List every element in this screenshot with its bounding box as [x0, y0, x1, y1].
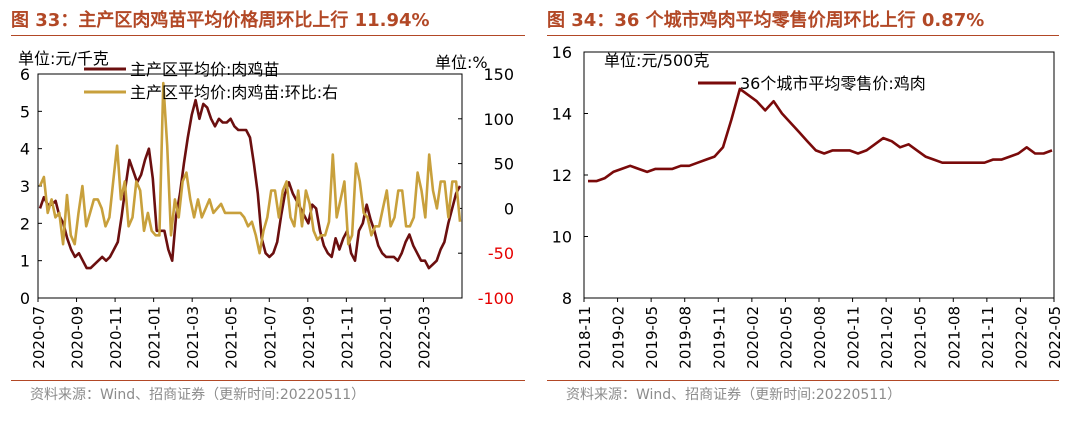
figure-33-footer-rule: [11, 380, 525, 381]
wow-change-series-line: [38, 81, 462, 255]
x-tick-label: 2020-09: [69, 306, 87, 369]
figure-34-title-rule: [547, 35, 1059, 36]
x-tick-label: 2021-05: [912, 306, 930, 369]
legend-label: 36个城市平均零售价:鸡肉: [740, 74, 926, 93]
x-tick-label: 2022-02: [1012, 306, 1030, 369]
x-tick-label: 2021-05: [223, 306, 241, 369]
x-tick-label: 2021-01: [146, 306, 164, 369]
chicken-seedling-price-chart: 0 1 2 3 4 5 6 -100 -50 0 50 100 150 2020-07 2020-09 202…: [18, 49, 514, 369]
left-y-tick-label: 1: [20, 252, 30, 271]
x-tick-label: 2021-08: [945, 306, 963, 369]
figure-33-source: 资料来源：Wind、招商证券（更新时间:20220511）: [30, 387, 366, 403]
x-tick-label: 2022-01: [377, 306, 395, 369]
y-tick-label: 16: [552, 43, 572, 62]
legend-label: 主产区平均价:肉鸡苗:环比:右: [130, 83, 338, 102]
right-y-tick-label: -50: [488, 244, 514, 263]
right-unit-label: 单位:%: [435, 53, 488, 72]
y-tick-label: 10: [552, 228, 572, 247]
right-y-tick-label: -100: [478, 289, 514, 308]
x-tick-label: 2021-09: [300, 306, 318, 369]
x-tick-label: 2019-08: [677, 306, 695, 369]
left-y-tick-label: 0: [20, 289, 30, 308]
x-tick-label: 2020-08: [811, 306, 829, 369]
right-y-tick-label: 50: [494, 155, 514, 174]
x-tick-label: 2021-11: [979, 306, 997, 369]
x-tick-label: 2022-03: [415, 306, 433, 369]
figure-34-title: 图 34：36 个城市鸡肉平均零售价周环比上行 0.87%: [547, 10, 985, 31]
y-tick-label: 8: [562, 289, 572, 308]
x-tick-label: 2020-02: [744, 306, 762, 369]
x-tick-label: 2020-07: [30, 306, 48, 369]
legend-label: 主产区平均价:肉鸡苗: [130, 60, 279, 79]
y-tick-label: 14: [552, 105, 572, 124]
left-y-tick-label: 2: [20, 214, 30, 233]
figure-34-footer-rule: [547, 380, 1059, 381]
x-tick-label: 2022-05: [1046, 306, 1064, 369]
left-y-tick-label: 3: [20, 177, 30, 196]
x-tick-label: 2018-11: [576, 306, 594, 369]
right-y-tick-label: 100: [483, 110, 514, 129]
right-y-tick-label: 0: [504, 199, 514, 218]
price-series-line: [38, 98, 462, 270]
x-tick-label: 2020-11: [845, 306, 863, 369]
unit-label: 单位:元/500克: [604, 51, 709, 70]
x-tick-label: 2019-02: [610, 306, 628, 369]
left-y-tick-label: 5: [20, 102, 30, 121]
left-y-tick-label: 6: [20, 65, 30, 84]
y-tick-label: 12: [552, 166, 572, 185]
left-y-tick-label: 4: [20, 140, 30, 159]
x-tick-label: 2019-11: [710, 306, 728, 369]
plot-frame: [37, 73, 463, 299]
figure-33-title: 图 33：主产区肉鸡苗平均价格周环比上行 11.94%: [11, 10, 430, 31]
retail-price-series-line: [588, 87, 1053, 183]
x-tick-label: 2021-07: [261, 306, 279, 369]
chicken-retail-price-chart: 8 10 12 14 16 2018-11 2019-02 2019-05 2019-08 201…: [552, 43, 1064, 369]
x-tick-label: 2021-02: [878, 306, 896, 369]
x-tick-label: 2020-11: [107, 306, 125, 369]
figure-33-title-rule: [11, 35, 525, 36]
right-y-tick-label: 150: [483, 65, 514, 84]
x-tick-label: 2021-11: [338, 306, 356, 369]
figure-34-source: 资料来源：Wind、招商证券（更新时间:20220511）: [566, 387, 902, 403]
left-unit-label: 单位:元/千克: [18, 49, 109, 68]
x-tick-label: 2021-03: [184, 306, 202, 369]
x-tick-label: 2019-05: [643, 306, 661, 369]
x-tick-label: 2020-05: [777, 306, 795, 369]
